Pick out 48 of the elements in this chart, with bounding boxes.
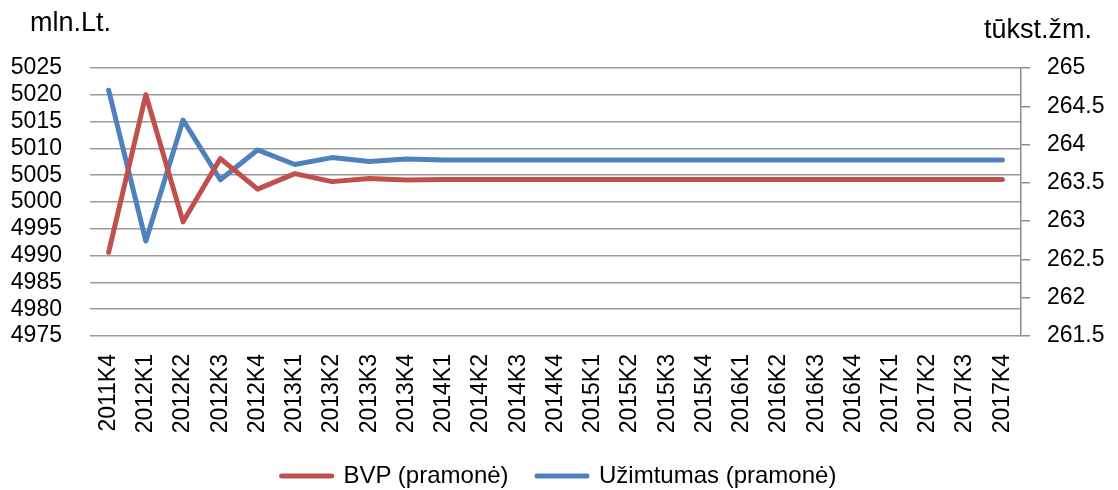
y-tick-label: 5020 [10, 80, 62, 107]
x-tick-label: 2014K3 [503, 354, 530, 434]
y-tick-label: 5025 [10, 53, 62, 80]
x-tick-label: 2017K4 [987, 353, 1014, 434]
x-tick-label: 2017K2 [913, 354, 940, 434]
y-tick-label: 4995 [10, 214, 62, 241]
x-tick-label: 2017K1 [876, 354, 902, 434]
x-tick-label: 2014K2 [466, 354, 493, 434]
x-tick-label: 2013K4 [391, 353, 418, 434]
x-tick-label: 2014K4 [540, 353, 567, 434]
x-tick-label: 2015K3 [652, 354, 679, 434]
x-tick-label: 2013K2 [317, 354, 344, 434]
y2-tick-label: 262 [1047, 283, 1086, 310]
x-tick-label: 2016K4 [838, 353, 865, 434]
x-tick-label: 2016K3 [801, 354, 828, 434]
y-tick-label: 5005 [10, 160, 62, 187]
y2-axis-title: tūkst.žm. [983, 14, 1092, 44]
x-tick-label: 2016K2 [764, 354, 791, 434]
y-tick-label: 5015 [10, 106, 62, 133]
x-tick-label: 2013K1 [280, 354, 307, 434]
y-tick-label: 5010 [10, 133, 62, 160]
y2-tick-label: 263.5 [1047, 168, 1105, 195]
x-tick-label: 2011K4 [93, 353, 120, 432]
x-tick-label: 2015K2 [615, 354, 642, 434]
legend-label: Užimtumas (pramonė) [599, 460, 837, 488]
y2-tick-label: 264 [1047, 129, 1086, 156]
y-tick-label: 4990 [10, 240, 62, 267]
y2-tick-label: 262.5 [1047, 244, 1105, 271]
y2-tick-label: 261.5 [1047, 321, 1105, 348]
x-tick-label: 2017K3 [950, 354, 977, 434]
x-tick-label: 2014K1 [429, 354, 456, 434]
y-tick-label: 4985 [10, 267, 62, 294]
x-tick-label: 2012K3 [205, 354, 232, 434]
x-tick-label: 2015K4 [689, 353, 716, 434]
x-tick-label: 2016K1 [727, 354, 754, 434]
y-tick-label: 5000 [10, 187, 62, 214]
y-tick-label: 4975 [10, 321, 62, 348]
y2-tick-label: 263 [1047, 206, 1086, 233]
y-tick-label: 4980 [10, 294, 62, 321]
y-axis-title: mln.Lt. [30, 7, 112, 37]
y2-tick-label: 265 [1047, 53, 1086, 80]
x-tick-label: 2013K3 [354, 354, 381, 434]
y2-tick-label: 264.5 [1047, 91, 1105, 118]
legend-label: BVP (pramonė) [343, 460, 509, 488]
x-tick-label: 2012K1 [131, 354, 158, 434]
x-tick-label: 2015K1 [578, 354, 605, 434]
x-tick-label: 2012K4 [242, 353, 269, 434]
x-tick-label: 2012K2 [168, 354, 195, 434]
